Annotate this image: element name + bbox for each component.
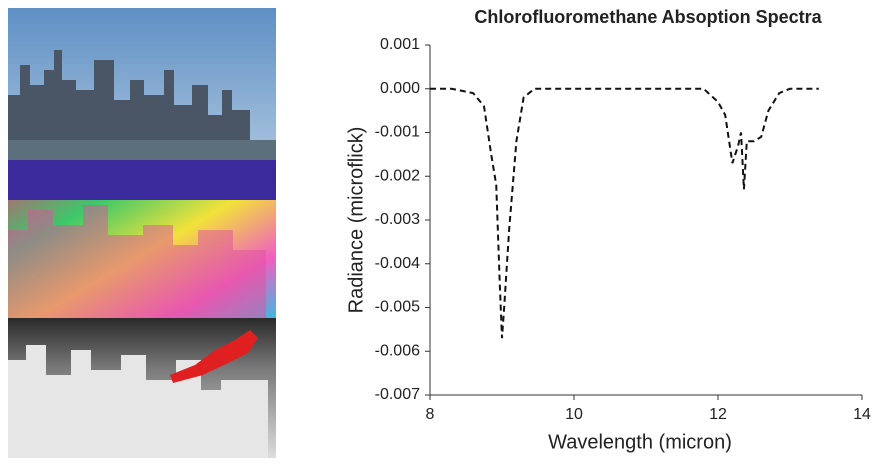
y-tick-label: -0.007 xyxy=(375,386,420,403)
y-axis-label: Radiance (microflick) xyxy=(345,127,367,314)
spectrum-line xyxy=(430,87,819,339)
x-tick-label: 14 xyxy=(853,406,871,423)
y-tick-label: -0.001 xyxy=(375,124,420,141)
x-tick-label: 10 xyxy=(565,406,583,423)
chart-title: Chlorofluoromethane Absoption Spectra xyxy=(474,7,822,27)
y-tick-label: 0.000 xyxy=(380,80,420,97)
plume-highlight xyxy=(170,330,258,383)
thermal-buildings xyxy=(8,205,266,318)
x-tick-label: 8 xyxy=(426,406,435,423)
y-tick-label: 0.001 xyxy=(380,36,420,53)
thermal-sky xyxy=(8,160,276,200)
x-axis-label: Wavelength (micron) xyxy=(548,431,732,453)
y-tick-label: -0.003 xyxy=(375,211,420,228)
image-panels xyxy=(8,8,276,458)
y-tick-label: -0.006 xyxy=(375,342,420,359)
y-tick-label: -0.005 xyxy=(375,299,420,316)
waterfront xyxy=(8,140,276,160)
y-tick-label: -0.004 xyxy=(375,255,420,272)
city-skyline xyxy=(8,50,250,160)
x-tick-label: 12 xyxy=(709,406,727,423)
gray-buildings xyxy=(8,345,268,458)
y-tick-label: -0.002 xyxy=(375,167,420,184)
